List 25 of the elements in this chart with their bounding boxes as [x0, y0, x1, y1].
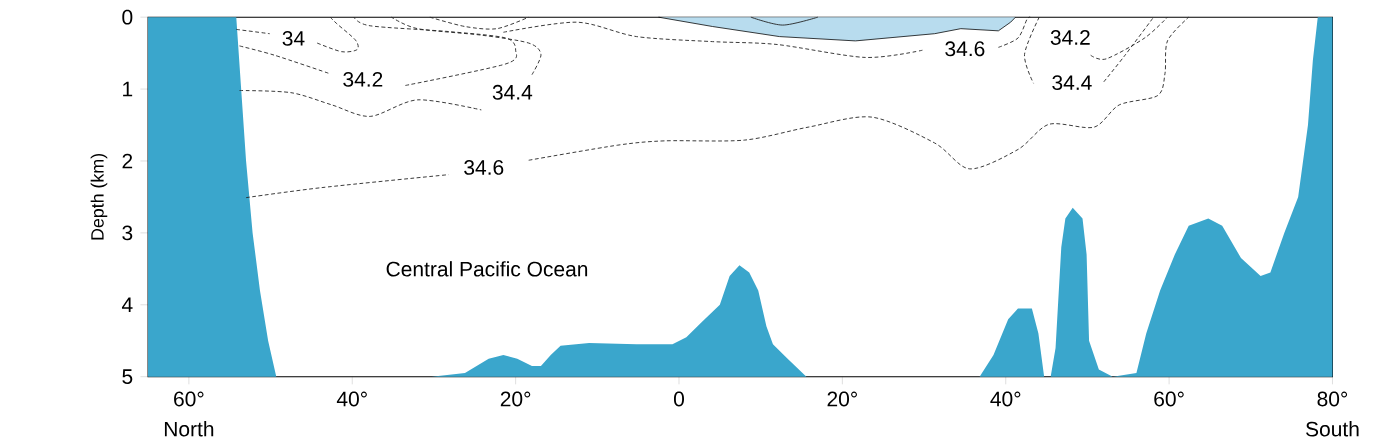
series-label: 34.2 — [343, 71, 383, 87]
series-label: 34.4 — [492, 84, 533, 100]
x-tick-label: 20° — [827, 391, 857, 407]
x-tick-label: 60° — [174, 391, 204, 407]
series-label: 34.6 — [945, 41, 985, 57]
y-tick-label: 2 — [122, 153, 133, 169]
x-tick-label: 0 — [673, 391, 685, 407]
y-tick-label: 3 — [122, 225, 133, 241]
series-label: 34.6 — [464, 159, 504, 175]
annotation: Central Pacific Ocean — [386, 260, 588, 277]
x-tick-label: 40° — [336, 391, 367, 407]
text: North — [164, 420, 214, 437]
series-label: 34 — [282, 30, 305, 46]
x-tick-label: 20° — [500, 391, 531, 407]
series-label: 34.4 — [1052, 74, 1092, 90]
x-tick-label: 40° — [990, 391, 1021, 407]
y-tick-label: 0 — [122, 9, 133, 25]
x-tick-label: 80° — [1317, 391, 1348, 407]
y-tick-label: 1 — [123, 81, 133, 97]
series-label: 34.2 — [1050, 29, 1090, 45]
y-axis-title: Depth (km) — [90, 153, 108, 240]
y-tick-label: 4 — [121, 297, 133, 312]
text: South — [1306, 420, 1359, 437]
y-tick-label: 5 — [122, 369, 133, 384]
x-tick-label: 60° — [1154, 391, 1184, 407]
